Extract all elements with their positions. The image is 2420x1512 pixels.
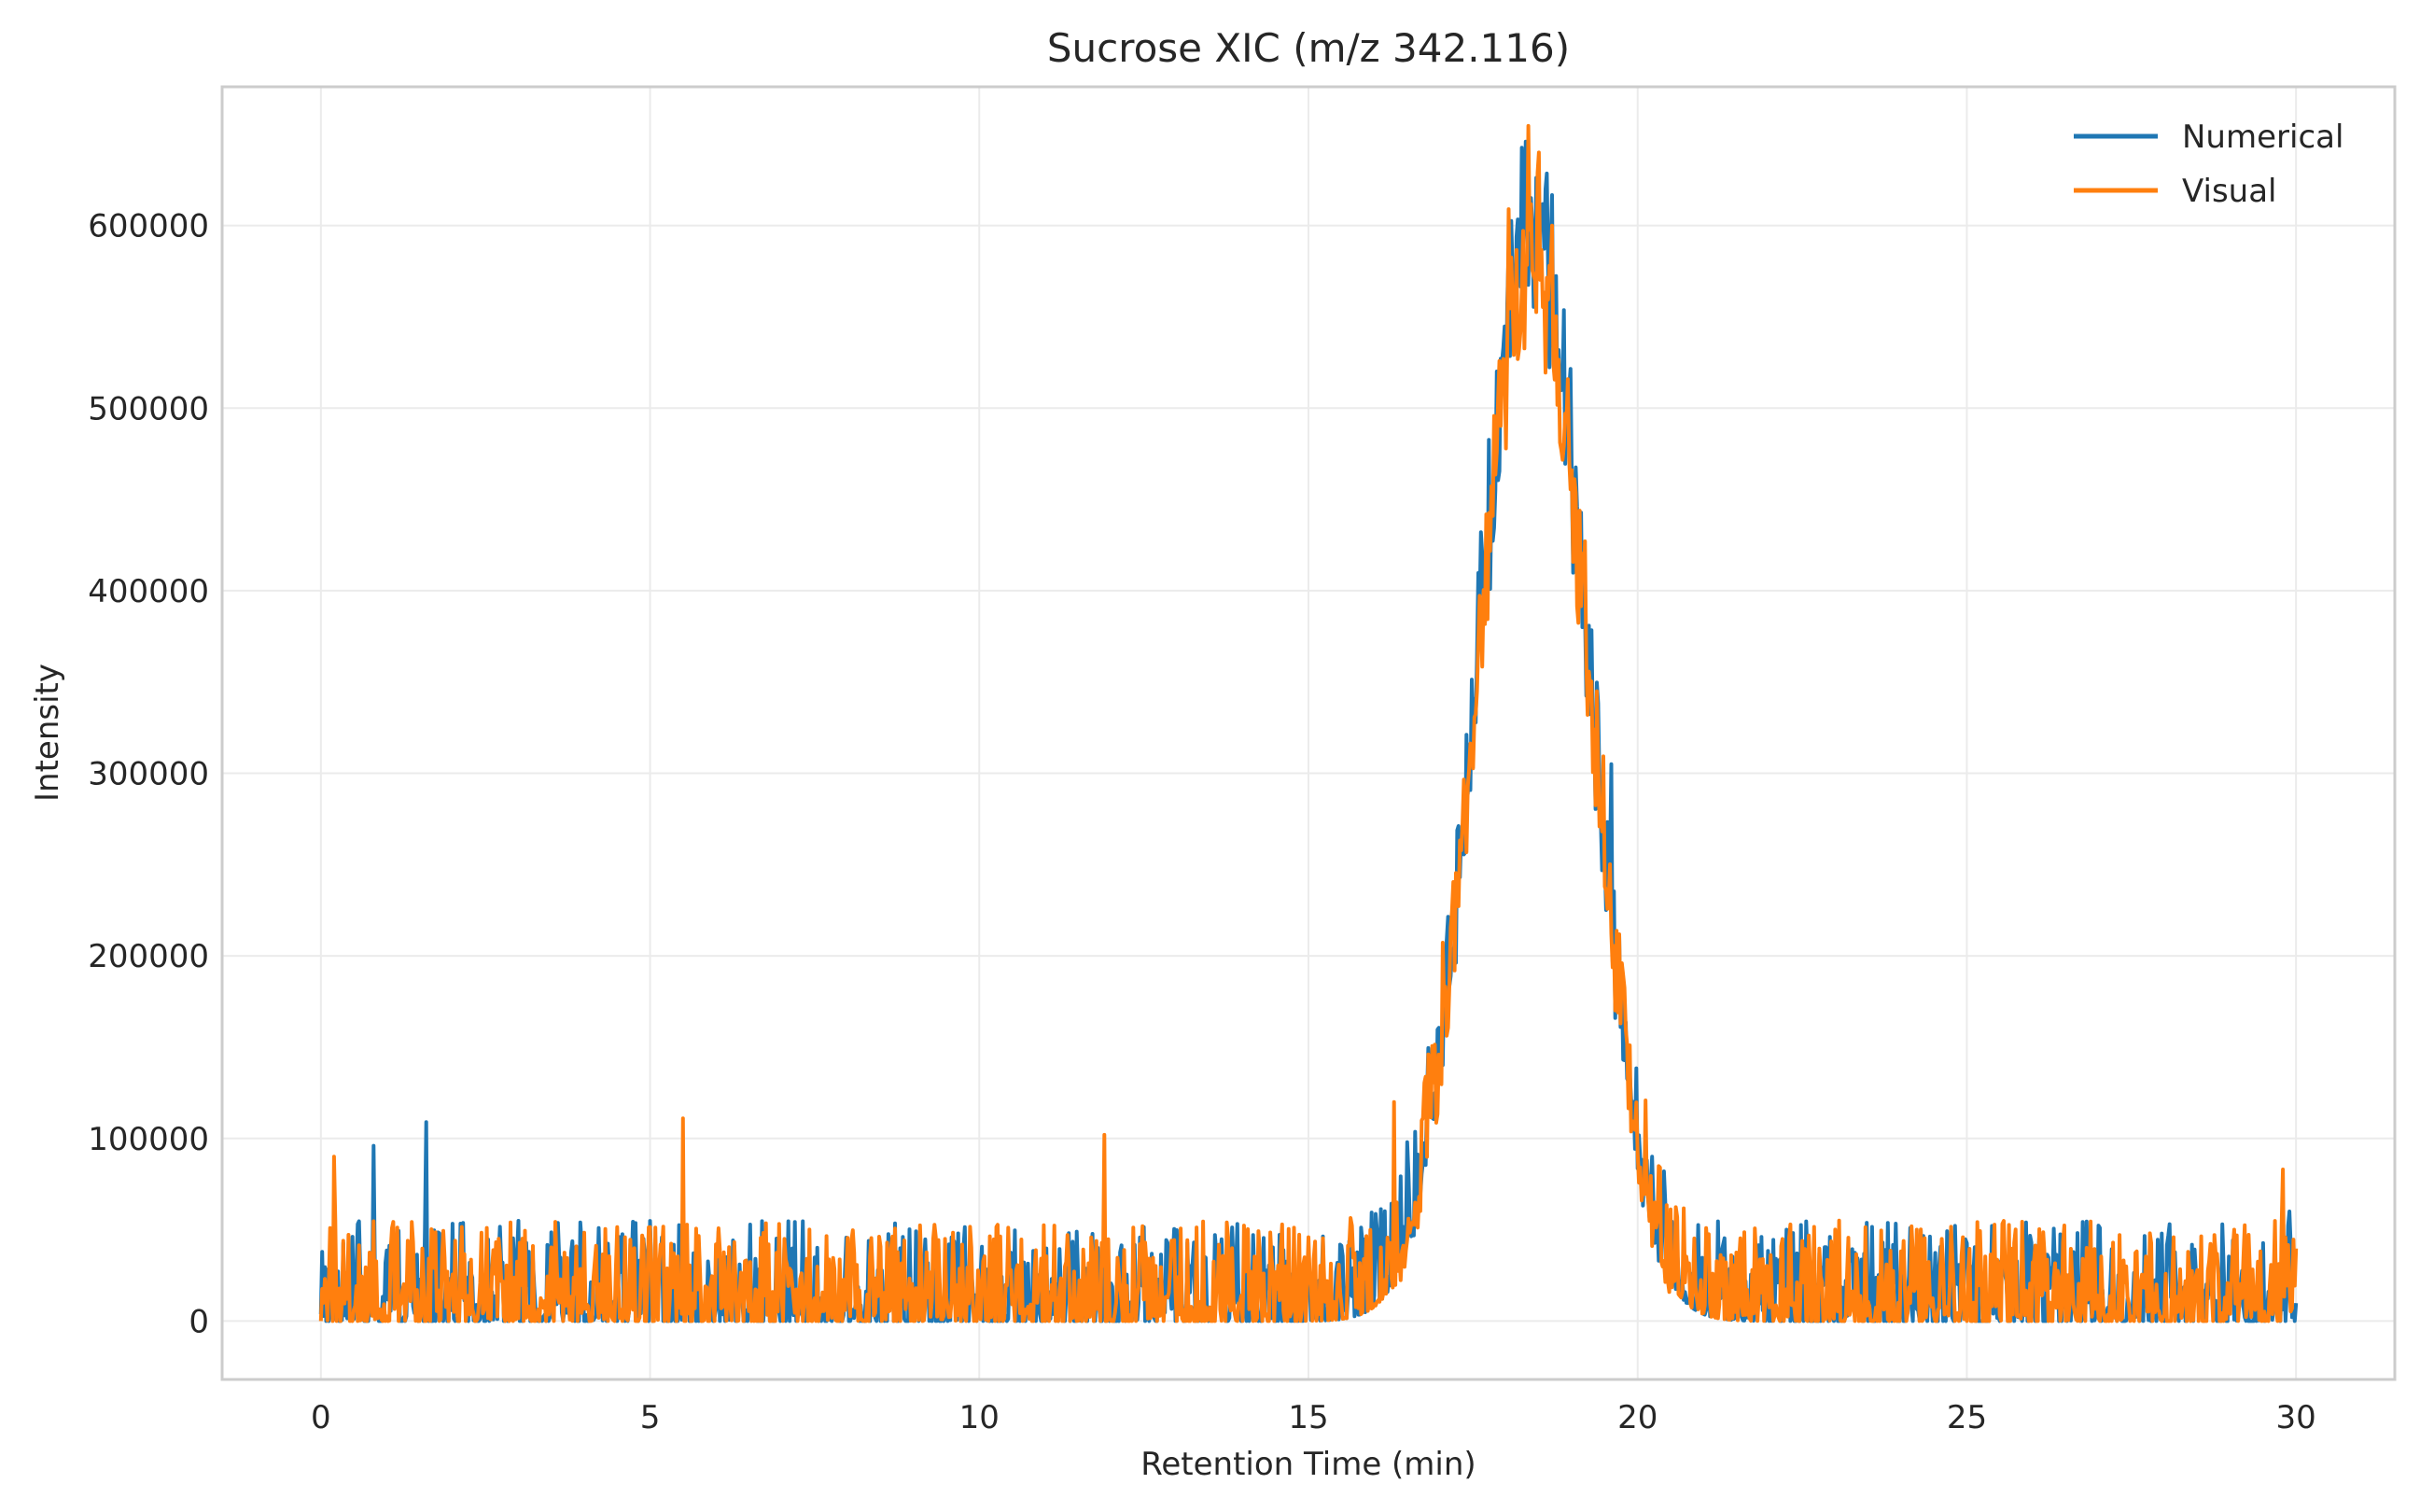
y-tick-label: 400000: [88, 573, 209, 610]
y-tick-label: 100000: [88, 1121, 209, 1158]
legend: Numerical Visual: [2074, 119, 2343, 210]
legend-label: Numerical: [2182, 119, 2343, 156]
x-axis-ticks: 0 5 10 15 20 25 30: [311, 1399, 2316, 1436]
series-lines: [318, 123, 2299, 1323]
y-tick-label: 500000: [88, 390, 209, 427]
x-tick-label: 20: [1617, 1399, 1658, 1436]
plot-frame: [220, 85, 2397, 1381]
x-axis-label: Retention Time (min): [1140, 1446, 1476, 1483]
chart-title: Sucrose XIC (m/z 342.116): [1047, 25, 1570, 71]
y-tick-label: 300000: [88, 756, 209, 793]
x-tick-label: 30: [2276, 1399, 2316, 1436]
x-tick-label: 10: [959, 1399, 1000, 1436]
x-tick-label: 0: [311, 1399, 331, 1436]
x-tick-label: 25: [1947, 1399, 1987, 1436]
x-tick-label: 5: [640, 1399, 661, 1436]
y-axis-label: Intensity: [29, 664, 66, 802]
x-tick-label: 15: [1288, 1399, 1328, 1436]
y-tick-label: 600000: [88, 208, 209, 245]
y-axis-ticks: 0 100000 200000 300000 400000 500000 600000: [88, 208, 209, 1341]
y-tick-label: 200000: [88, 938, 209, 975]
y-tick-label: 0: [189, 1303, 209, 1340]
legend-label: Visual: [2182, 173, 2277, 210]
series-line-visual: [318, 123, 2299, 1323]
